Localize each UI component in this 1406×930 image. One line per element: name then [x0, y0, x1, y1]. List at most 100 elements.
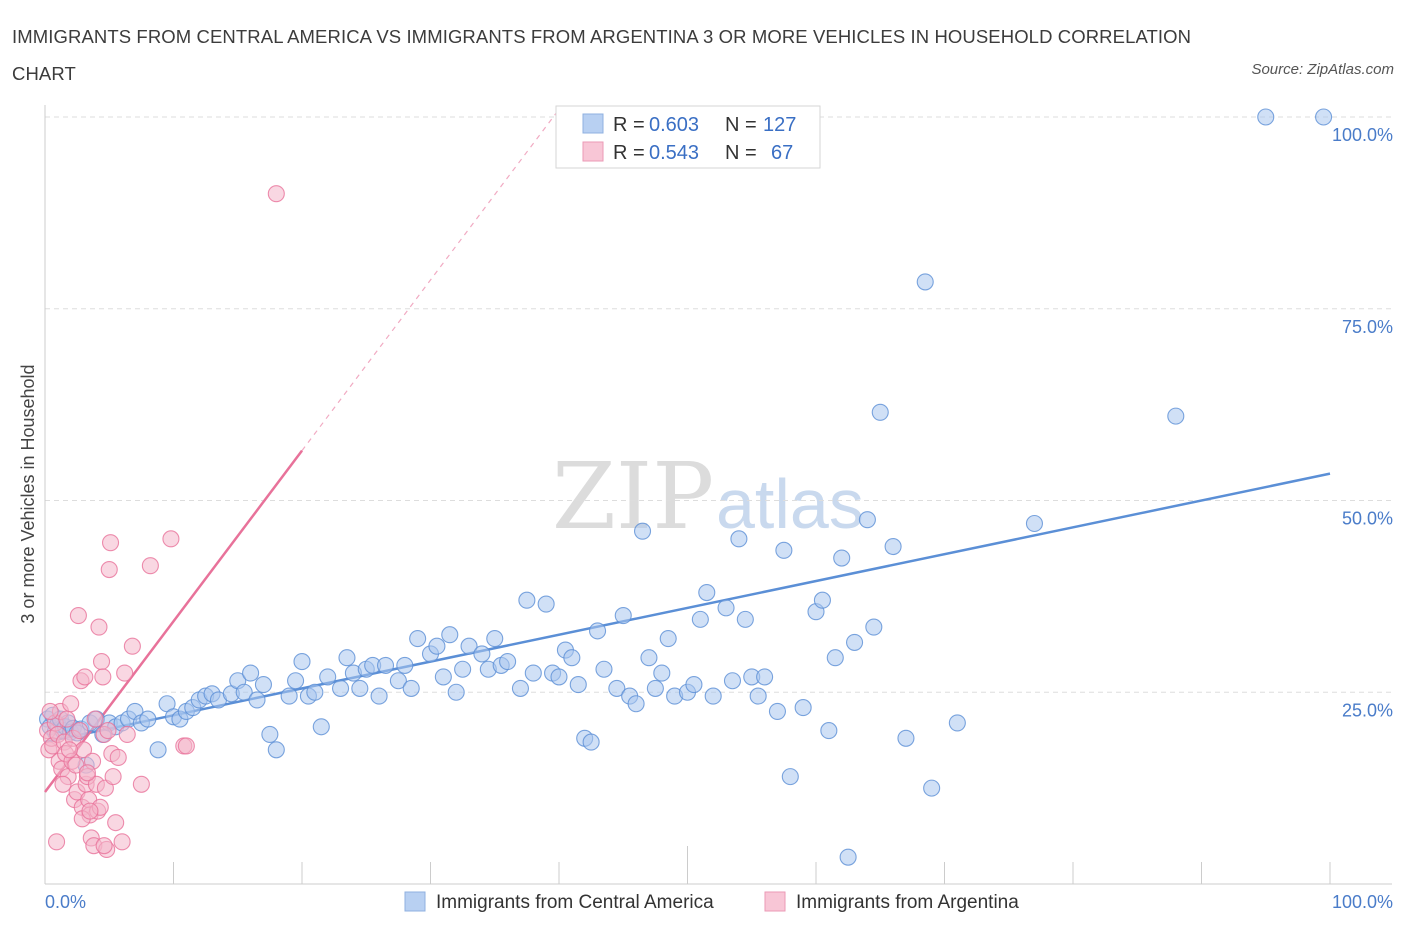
- legend-n-label-pink: N =: [725, 142, 757, 164]
- point-s1-60: [54, 775, 72, 793]
- point-s1-24: [76, 668, 94, 686]
- point-s0-56: [376, 656, 395, 674]
- point-s0-120: [865, 618, 883, 636]
- legend-r-value-blue: 0.603: [649, 114, 699, 136]
- legend-n-value-blue: 127: [763, 114, 796, 136]
- y-tick-label-3: 100.0%: [1332, 125, 1393, 145]
- point-s0-68: [473, 645, 491, 663]
- point-s0-92: [646, 679, 664, 697]
- point-s0-106: [749, 687, 767, 705]
- point-s0-127: [1025, 514, 1043, 533]
- point-s0-43: [287, 672, 305, 690]
- bottom-legend-label-blue: Immigrants from Central America: [436, 892, 714, 913]
- legend-swatch-blue: [582, 113, 604, 134]
- point-s1-13: [62, 695, 80, 713]
- point-s1-51: [118, 725, 136, 743]
- point-s1-59: [48, 833, 66, 851]
- data-points: [39, 108, 1333, 866]
- point-s0-124: [916, 273, 934, 291]
- point-s0-93: [653, 664, 671, 682]
- bottom-legend: Immigrants from Central America Immigran…: [404, 891, 1019, 913]
- bottom-legend-swatch-blue: [404, 891, 426, 912]
- point-s1-65: [81, 802, 99, 820]
- point-s0-87: [614, 606, 632, 625]
- point-s0-123: [897, 729, 915, 747]
- point-s0-59: [402, 679, 420, 697]
- legend-r-value-pink: 0.543: [649, 142, 699, 164]
- point-s0-121: [871, 403, 889, 421]
- x-tick-labels: 0.0% 100.0%: [45, 892, 1393, 912]
- point-s1-63: [41, 702, 59, 720]
- x-tick-label-1: 100.0%: [1332, 892, 1393, 912]
- point-s0-110: [781, 768, 799, 786]
- watermark-atlas: atlas: [716, 465, 864, 543]
- legend-r-label-pink: R =: [613, 142, 645, 164]
- point-s0-91: [640, 649, 658, 667]
- y-tick-labels: 25.0% 50.0% 75.0% 100.0%: [1332, 125, 1393, 720]
- point-s0-90: [633, 522, 652, 540]
- point-s0-108: [768, 702, 787, 720]
- point-s0-101: [717, 599, 735, 617]
- bottom-legend-label-pink: Immigrants from Argentina: [796, 892, 1019, 913]
- point-s0-81: [569, 676, 587, 694]
- point-s0-46: [306, 683, 324, 701]
- point-s1-54: [141, 557, 159, 575]
- trend-line-s1: [44, 449, 303, 793]
- point-s0-98: [691, 610, 709, 628]
- point-s0-80: [563, 649, 581, 667]
- point-s0-65: [447, 683, 465, 701]
- point-s0-41: [267, 741, 285, 759]
- y-tick-label-1: 50.0%: [1342, 509, 1393, 529]
- point-s0-24: [149, 741, 167, 759]
- legend-n-value-pink: 67: [771, 142, 793, 164]
- point-s0-58: [396, 656, 414, 674]
- point-s0-44: [293, 653, 311, 671]
- point-s0-126: [948, 714, 966, 732]
- point-s0-89: [627, 695, 645, 713]
- point-s0-23: [139, 710, 157, 728]
- y-tick-label-2: 75.0%: [1342, 317, 1393, 337]
- point-s0-38: [248, 691, 266, 709]
- point-s0-52: [351, 679, 369, 697]
- point-s0-84: [588, 622, 607, 640]
- point-s0-63: [434, 668, 452, 686]
- point-s1-43: [100, 560, 118, 579]
- point-s1-37: [92, 653, 111, 671]
- point-s0-113: [813, 591, 831, 609]
- point-s0-109: [775, 541, 793, 559]
- point-s1-48: [109, 748, 127, 766]
- point-s0-122: [884, 537, 902, 556]
- point-s1-32: [86, 710, 104, 728]
- point-s0-60: [409, 630, 427, 648]
- point-s1-53: [132, 775, 150, 793]
- point-s0-67: [460, 637, 478, 655]
- trend-dashed-s1: [301, 108, 560, 452]
- point-s0-114: [820, 722, 838, 740]
- point-s0-130: [1315, 108, 1333, 126]
- point-s0-42: [280, 687, 298, 705]
- point-s0-83: [582, 733, 600, 751]
- point-s1-57: [177, 737, 195, 755]
- point-s0-47: [312, 718, 330, 736]
- point-s1-35: [90, 618, 108, 636]
- point-s0-66: [454, 660, 472, 678]
- point-s0-97: [685, 676, 703, 694]
- point-s1-50: [116, 664, 134, 682]
- point-s0-104: [736, 610, 754, 628]
- y-tick-label-0: 25.0%: [1342, 700, 1393, 720]
- watermark-zip: ZIP: [552, 443, 714, 550]
- point-s0-78: [550, 668, 568, 686]
- point-s1-64: [60, 741, 78, 759]
- legend-r-label-blue: R =: [613, 114, 645, 136]
- point-s0-55: [370, 687, 388, 705]
- point-s0-37: [242, 664, 260, 682]
- point-s0-129: [1257, 108, 1275, 126]
- bottom-legend-swatch-pink: [764, 891, 786, 912]
- point-s0-50: [338, 649, 356, 667]
- point-s0-74: [518, 591, 536, 609]
- chart-title: IMMIGRANTS FROM CENTRAL AMERICA VS IMMIG…: [12, 26, 1192, 84]
- point-s1-58: [267, 185, 285, 203]
- point-s1-66: [95, 837, 113, 855]
- point-s0-40: [261, 725, 279, 743]
- y-axis-label: 3 or more Vehicles in Household: [18, 364, 38, 623]
